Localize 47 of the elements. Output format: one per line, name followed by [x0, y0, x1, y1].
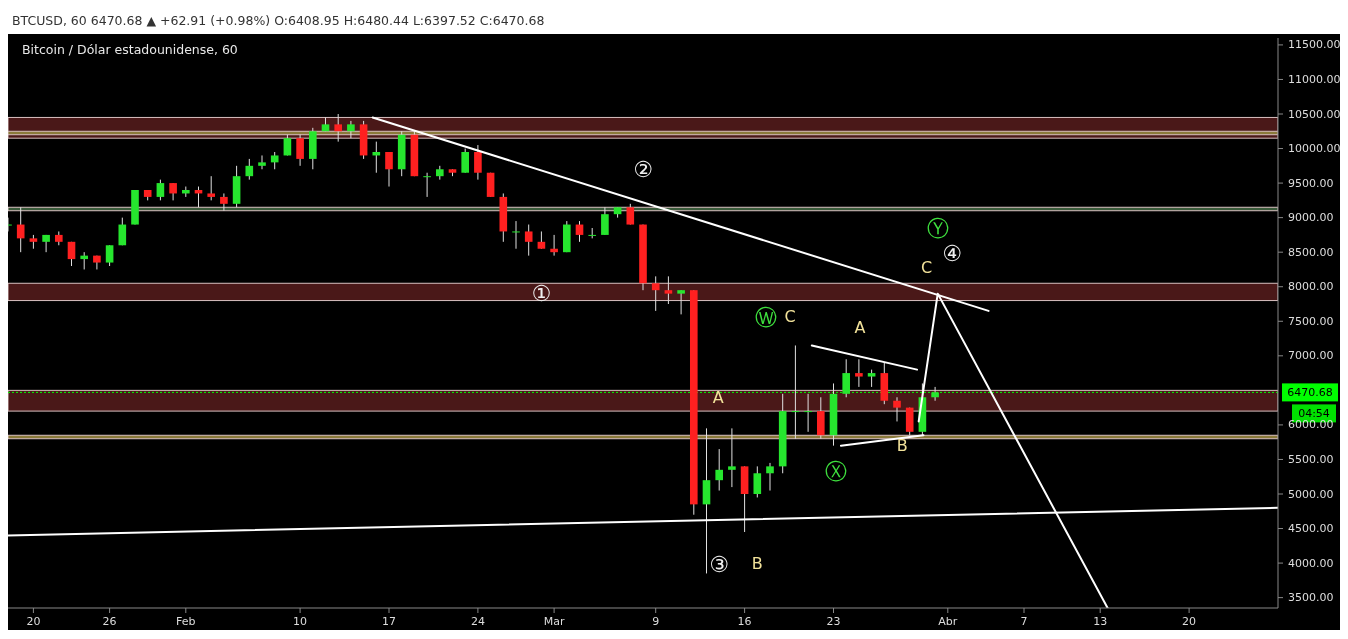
- x-tick-label: 9: [652, 615, 660, 628]
- y-tick-label: 8000.00: [1288, 280, 1334, 294]
- x-tick-label: 17: [382, 615, 396, 628]
- annotation: B: [896, 436, 908, 456]
- y-tick-label: 11000.00: [1288, 72, 1341, 86]
- x-tick-label: Feb: [176, 615, 196, 628]
- annotation: A: [712, 388, 724, 408]
- y-tick-label: 8500.00: [1288, 245, 1334, 259]
- annotation: C: [921, 257, 933, 277]
- x-tick-label: 7: [1020, 615, 1028, 628]
- x-tick-label: 13: [1093, 615, 1108, 628]
- y-tick-label: 10500.00: [1288, 107, 1341, 121]
- y-tick-label: 4000.00: [1288, 556, 1334, 570]
- annotation: ①: [531, 281, 552, 307]
- y-tick-label: 3500.00: [1288, 591, 1334, 605]
- x-tick-label: Abr: [938, 615, 958, 628]
- y-tick-label: 6000.00: [1288, 418, 1334, 432]
- x-tick-label: 20: [26, 615, 41, 628]
- y-tick-label: 7500.00: [1288, 314, 1334, 328]
- y-tick-label: 5500.00: [1288, 452, 1334, 466]
- y-tick-label: 9500.00: [1288, 176, 1334, 190]
- y-tick-label: 4500.00: [1288, 522, 1334, 536]
- y-tick-label: 9000.00: [1288, 211, 1334, 225]
- text: 04:54: [1298, 406, 1330, 420]
- annotation: ④: [942, 241, 962, 267]
- ref-line-label: 6470.68: [1287, 385, 1333, 399]
- y-tick-label: 11500.00: [1288, 38, 1341, 52]
- x-tick-label: 16: [737, 615, 752, 628]
- annotation: Ⓨ: [926, 215, 949, 241]
- annotation: ②: [633, 156, 653, 182]
- annotation: Ⓧ: [825, 459, 848, 485]
- annotation: Ⓦ: [754, 305, 777, 331]
- annotation: B: [751, 554, 763, 574]
- annotation: A: [854, 317, 866, 337]
- annotation: ③: [709, 551, 730, 577]
- chart-title: Bitcoin / Dólar estadounidense, 60: [22, 42, 238, 57]
- annotation: C: [784, 306, 796, 326]
- y-tick-label: 10000.00: [1288, 142, 1341, 156]
- x-tick-label: Mar: [543, 615, 565, 628]
- y-tick-label: 7000.00: [1288, 349, 1334, 363]
- x-tick-label: 10: [293, 615, 308, 628]
- x-tick-label: 20: [1182, 615, 1197, 628]
- x-tick-label: 23: [826, 615, 841, 628]
- x-tick-label: 26: [102, 615, 117, 628]
- y-tick-label: 5000.00: [1288, 487, 1334, 501]
- x-tick-label: 24: [470, 615, 485, 628]
- chart-subtitle: BTCUSD, 60 6470.68 ▲ +62.91 (+0.98%) O:6408.95 H:6480.44 L:6397.52 C:6470.68: [12, 13, 545, 28]
